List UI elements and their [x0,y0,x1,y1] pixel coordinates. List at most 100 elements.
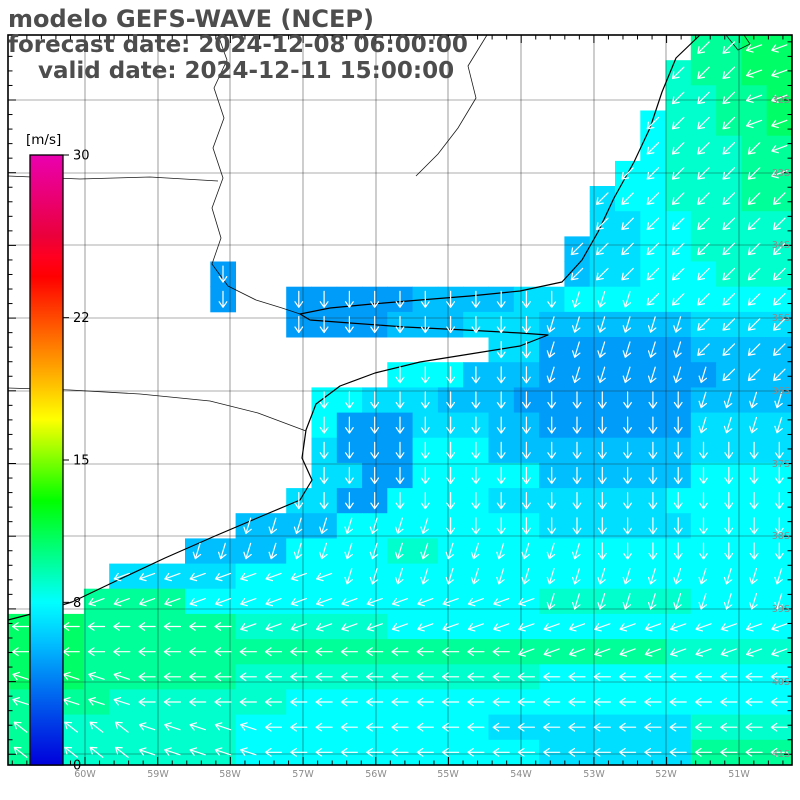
wind-arrow [774,441,784,459]
wind-arrow [671,66,685,80]
wind-arrow [572,366,581,384]
wind-arrow [771,94,788,103]
wind-arrow [774,517,784,535]
wind-arrow [568,648,586,657]
wind-arrow [366,647,384,657]
wind-arrow [699,517,708,535]
latitude-label: 36S [772,386,790,397]
wind-arrow [340,672,358,682]
wind-arrow [547,290,557,308]
wind-arrow [290,597,307,607]
wind-arrow [62,622,80,631]
wind-arrow [623,416,632,434]
wind-arrow [771,119,788,129]
wind-arrow [669,747,687,757]
wind-arrow [699,466,708,485]
wind-arrow [723,391,733,409]
wind-arrow [420,542,429,560]
wind-arrow [369,517,379,535]
wind-arrow [621,192,634,205]
wind-arrow [647,316,657,333]
wind-arrow [698,416,708,434]
wind-arrow [522,315,531,334]
wind-arrow [420,315,430,334]
wind-arrow [113,671,131,681]
wind-arrow [496,366,506,384]
wind-arrow [496,441,506,459]
wind-arrow [774,542,784,560]
wind-arrow [420,492,430,510]
wind-arrow [646,167,660,180]
wind-arrow [695,623,712,632]
wind-arrow [138,722,156,731]
wind-arrow [341,597,358,607]
longitude-label: 58W [219,769,241,780]
wind-arrow [720,747,738,757]
wind-arrow [747,142,761,155]
wind-arrow [471,466,481,485]
wind-arrow [671,267,685,281]
wind-arrow [623,542,632,560]
latitude-label: 39S [772,604,790,615]
wind-arrow [265,597,282,607]
wind-arrow [290,672,308,682]
wind-arrow [572,416,582,434]
wind-arrow [543,672,561,682]
wind-arrow [164,597,181,607]
wind-arrow [773,343,786,356]
wind-arrow [189,647,207,657]
wind-arrow [623,517,632,535]
wind-arrow [770,672,788,682]
wind-arrow [189,572,206,582]
wind-arrow [671,242,685,256]
wind-arrow [646,142,660,155]
wind-arrow [621,267,634,281]
wind-arrow [673,316,682,333]
wind-arrow [340,747,358,757]
wind-arrow [694,747,713,757]
wind-arrow [395,366,405,384]
wind-arrow [417,597,434,607]
wind-arrow [315,747,333,757]
wind-arrow [572,291,581,308]
wind-arrow [265,572,282,582]
wind-arrow [264,722,283,732]
wind-arrow [644,623,662,632]
wind-arrow [547,416,557,434]
wind-arrow [724,542,734,560]
wind-arrow [770,747,788,757]
wind-arrow [467,747,485,757]
wind-arrow [547,466,557,485]
wind-arrow [467,623,485,632]
wind-arrow [416,722,434,732]
wind-arrow [745,44,763,53]
wind-arrow [597,416,607,434]
wind-arrow [446,366,456,384]
wind-arrow [568,623,586,632]
wind-arrow [771,170,788,179]
wind-arrow [114,721,129,733]
wind-arrow [670,623,687,632]
longitude-label: 52W [655,769,677,780]
wind-arrow [747,368,761,382]
wind-arrow [618,672,637,682]
wind-arrow [395,567,404,585]
wind-arrow [671,167,685,180]
wind-arrow [518,597,535,607]
wind-arrow [646,192,660,205]
wind-arrow [724,517,734,535]
wind-arrow [113,697,131,706]
wind-arrow [673,517,683,535]
wind-arrow [240,722,257,731]
wind-arrow [290,623,307,632]
wind-arrow [138,647,156,657]
wind-arrow [568,672,586,682]
wind-arrow [673,341,682,358]
wind-arrow [697,41,710,54]
wind-arrow [745,697,763,707]
plot-frame [7,34,793,766]
wind-arrow [745,119,763,129]
wind-arrow [749,567,758,585]
wind-arrow [572,542,581,560]
